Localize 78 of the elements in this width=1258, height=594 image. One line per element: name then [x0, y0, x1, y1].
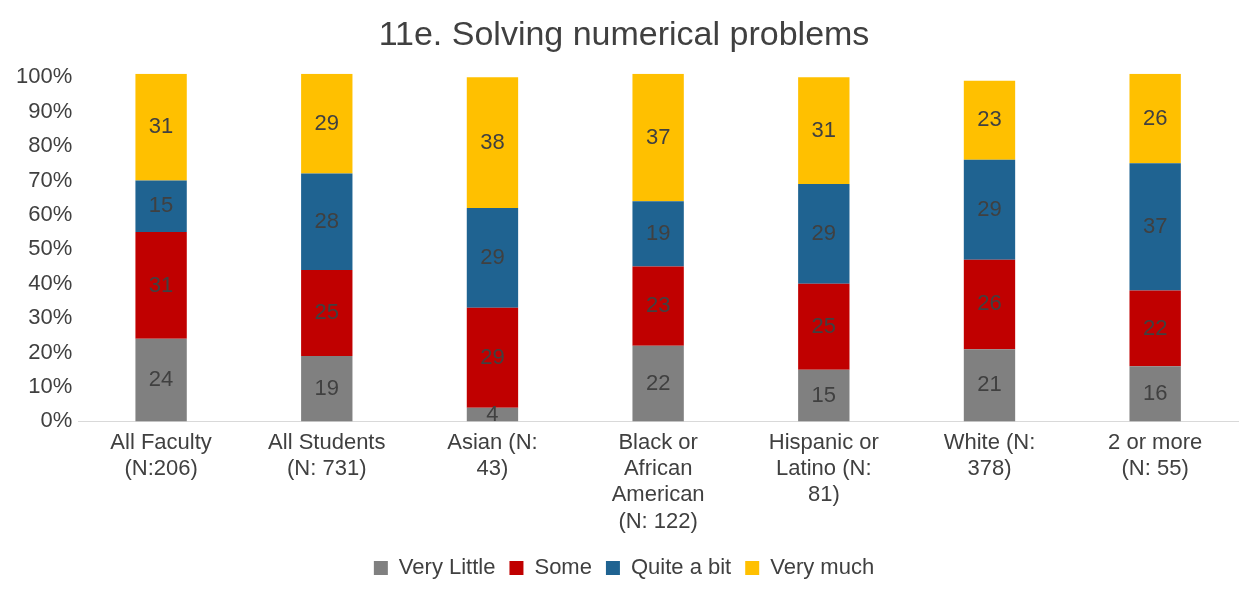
x-tick-label: All Students (N: 731) [268, 428, 386, 481]
data-label: 29 [811, 219, 837, 245]
bar [963, 349, 1016, 422]
bar [301, 356, 353, 422]
y-tick-label: 90% [28, 97, 73, 123]
bar [301, 173, 353, 270]
y-tick-label: 20% [28, 338, 73, 364]
data-label: 15 [148, 192, 174, 218]
data-label: 24 [148, 366, 174, 392]
data-label: 22 [645, 369, 671, 395]
x-tick-label: All Faculty (N:206) [110, 428, 212, 481]
y-tick-label: 50% [28, 235, 73, 261]
bar [135, 338, 187, 422]
data-label: 29 [480, 243, 505, 269]
data-label: 31 [148, 113, 174, 139]
y-tick-label: 100% [15, 63, 73, 89]
x-tick-label: Black or African American (N: 122) [611, 428, 705, 533]
data-label: 22 [1142, 314, 1168, 340]
data-label: 29 [977, 195, 1002, 221]
y-tick-label: 60% [28, 200, 73, 226]
bar [466, 77, 519, 209]
legend-label: Some [534, 554, 592, 580]
bar [798, 183, 850, 284]
data-label: 38 [480, 128, 505, 154]
y-tick-label: 70% [28, 166, 73, 192]
y-tick-label: 30% [28, 304, 73, 330]
bar [1129, 73, 1181, 164]
bar [301, 73, 353, 174]
data-label: 21 [977, 371, 1002, 397]
bar [1129, 163, 1181, 291]
x-tick-label: Asian (N: 43) [447, 428, 538, 481]
bar [632, 201, 684, 267]
bar [798, 77, 850, 184]
y-tick-label: 10% [28, 373, 73, 399]
bar [1129, 290, 1181, 367]
bar [301, 269, 353, 357]
legend-label: Very much [770, 554, 875, 580]
bar [798, 283, 850, 370]
x-tick-label: White (N: 378) [943, 428, 1036, 481]
data-label: 37 [1142, 213, 1168, 239]
y-tick-label: 40% [28, 269, 73, 295]
data-label: 4 [486, 400, 499, 426]
data-label: 23 [645, 292, 671, 318]
data-label: 15 [811, 381, 837, 407]
data-label: 25 [314, 299, 340, 325]
x-tick-label: Hispanic or Latino (N: 81) [768, 428, 879, 507]
x-tick-label: 2 or more (N: 55) [1108, 428, 1203, 481]
y-tick-label: 0% [40, 407, 73, 433]
bar [798, 369, 850, 422]
data-label: 19 [314, 374, 340, 400]
chart-title: 11e. Solving numerical problems [378, 13, 870, 52]
data-label: 31 [148, 271, 174, 297]
y-tick-label: 80% [28, 132, 73, 158]
bar [632, 345, 684, 422]
bar [135, 232, 187, 339]
bar [963, 159, 1016, 260]
data-label: 29 [480, 343, 505, 369]
legend-label: Quite a bit [630, 554, 732, 580]
data-label: 25 [811, 312, 837, 338]
data-label: 29 [314, 109, 340, 135]
data-label: 16 [1142, 379, 1168, 405]
bar [135, 73, 187, 181]
bar [135, 180, 187, 233]
data-label: 28 [314, 207, 340, 233]
legend-label: Very Little [398, 554, 496, 580]
bar [963, 80, 1016, 160]
bar [632, 73, 684, 202]
data-label: 26 [977, 290, 1002, 316]
bar [466, 208, 519, 308]
data-label: 31 [811, 116, 837, 142]
data-label: 37 [645, 123, 671, 149]
data-label: 19 [645, 219, 671, 245]
bar [466, 307, 519, 408]
bar [632, 266, 684, 346]
bar [1129, 366, 1181, 422]
data-label: 26 [1142, 104, 1168, 130]
bar [963, 259, 1016, 350]
data-label: 23 [977, 106, 1002, 132]
